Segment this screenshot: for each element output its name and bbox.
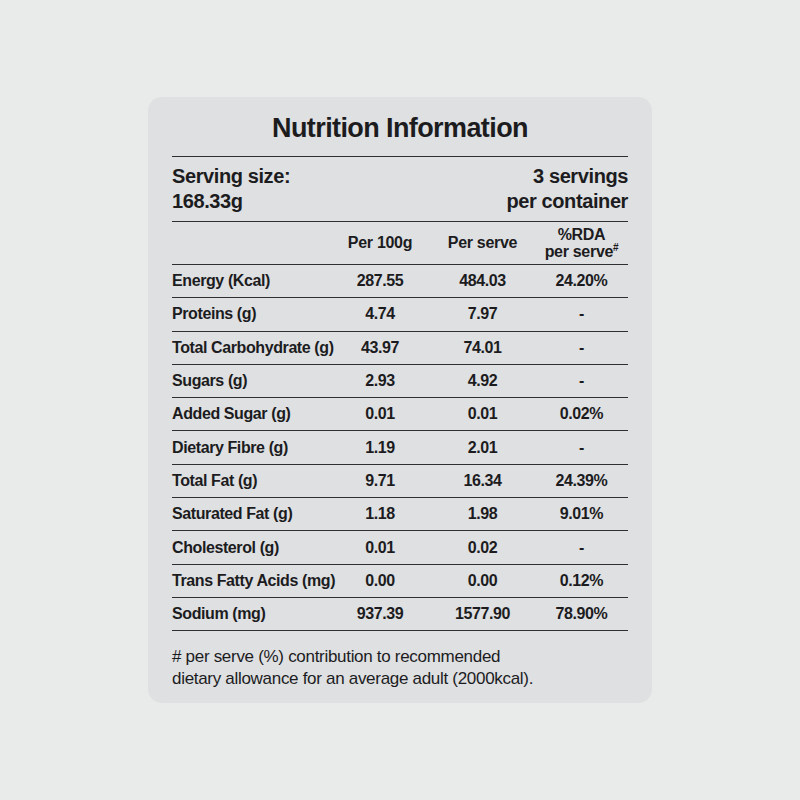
header-rda: %RDA per serve#: [535, 226, 628, 261]
per-100g-value: 0.01: [330, 539, 430, 557]
header-rda-line2: per serve#: [535, 243, 628, 261]
rda-per-serve-value: -: [535, 439, 628, 457]
page-title: Nutrition Information: [172, 97, 628, 156]
table-row: Total Carbohydrate (g) 43.97 74.01 -: [172, 332, 628, 365]
per-serve-value: 1.98: [430, 505, 535, 523]
table-row: Proteins (g) 4.74 7.97 -: [172, 298, 628, 331]
header-per-100g: Per 100g: [330, 234, 430, 251]
serving-size: Serving size: 168.33g: [172, 164, 290, 214]
rda-per-serve-value: -: [535, 372, 628, 390]
header-rda-line1: %RDA: [535, 226, 628, 243]
rda-per-serve-value: 0.12%: [535, 572, 628, 590]
serving-section: Serving size: 168.33g 3 servings per con…: [172, 156, 628, 222]
per-100g-value: 1.19: [330, 439, 430, 457]
per-100g-value: 937.39: [330, 605, 430, 623]
nutrient-label: Dietary Fibre (g): [172, 439, 330, 457]
nutrient-label: Trans Fatty Acids (mg): [172, 572, 330, 590]
table-row: Trans Fatty Acids (mg) 0.00 0.00 0.12%: [172, 565, 628, 598]
rda-per-serve-value: -: [535, 539, 628, 557]
per-100g-value: 43.97: [330, 339, 430, 357]
per-serve-value: 7.97: [430, 305, 535, 323]
nutrient-label: Sugars (g): [172, 372, 330, 390]
nutrient-label: Sodium (mg): [172, 605, 330, 623]
table-row: Cholesterol (g) 0.01 0.02 -: [172, 531, 628, 564]
nutrient-label: Total Carbohydrate (g): [172, 339, 330, 357]
per-100g-value: 2.93: [330, 372, 430, 390]
table-row: Total Fat (g) 9.71 16.34 24.39%: [172, 465, 628, 498]
per-serve-value: 484.03: [430, 272, 535, 290]
nutrition-label-card: Nutrition Information Serving size: 168.…: [148, 97, 652, 703]
per-100g-value: 287.55: [330, 272, 430, 290]
nutrient-label: Proteins (g): [172, 305, 330, 323]
per-serve-value: 4.92: [430, 372, 535, 390]
per-100g-value: 0.00: [330, 572, 430, 590]
table-row: Energy (Kcal) 287.55 484.03 24.20%: [172, 265, 628, 298]
nutrient-label: Cholesterol (g): [172, 539, 330, 557]
nutrient-label: Total Fat (g): [172, 472, 330, 490]
rda-per-serve-value: 9.01%: [535, 505, 628, 523]
table-row: Saturated Fat (g) 1.18 1.98 9.01%: [172, 498, 628, 531]
table-row: Added Sugar (g) 0.01 0.01 0.02%: [172, 398, 628, 431]
servings-count-unit: per container: [507, 189, 629, 214]
per-serve-value: 74.01: [430, 339, 535, 357]
rda-per-serve-value: -: [535, 339, 628, 357]
per-serve-value: 0.02: [430, 539, 535, 557]
nutrition-table: Per 100g Per serve %RDA per serve# Energ…: [172, 222, 628, 631]
rda-per-serve-value: 24.20%: [535, 272, 628, 290]
table-header-row: Per 100g Per serve %RDA per serve#: [172, 222, 628, 265]
per-100g-value: 0.01: [330, 405, 430, 423]
rda-per-serve-value: 78.90%: [535, 605, 628, 623]
footnote: # per serve (%) contribution to recommen…: [172, 631, 628, 690]
per-serve-value: 0.00: [430, 572, 535, 590]
per-serve-value: 0.01: [430, 405, 535, 423]
footnote-marker: #: [613, 242, 618, 253]
nutrient-label: Added Sugar (g): [172, 405, 330, 423]
serving-size-value: 168.33g: [172, 189, 290, 214]
per-100g-value: 9.71: [330, 472, 430, 490]
per-100g-value: 1.18: [330, 505, 430, 523]
footnote-line1: # per serve (%) contribution to recommen…: [172, 646, 628, 668]
table-body: Energy (Kcal) 287.55 484.03 24.20% Prote…: [172, 265, 628, 631]
rda-per-serve-value: 24.39%: [535, 472, 628, 490]
per-serve-value: 1577.90: [430, 605, 535, 623]
table-row: Sugars (g) 2.93 4.92 -: [172, 365, 628, 398]
per-100g-value: 4.74: [330, 305, 430, 323]
footnote-line2: dietary allowance for an average adult (…: [172, 668, 628, 690]
table-row: Dietary Fibre (g) 1.19 2.01 -: [172, 431, 628, 464]
table-row: Sodium (mg) 937.39 1577.90 78.90%: [172, 598, 628, 631]
per-serve-value: 16.34: [430, 472, 535, 490]
servings-count: 3 servings: [507, 164, 629, 189]
header-per-serve: Per serve: [430, 234, 535, 251]
rda-per-serve-value: 0.02%: [535, 405, 628, 423]
rda-per-serve-value: -: [535, 305, 628, 323]
nutrient-label: Saturated Fat (g): [172, 505, 330, 523]
servings-per-container: 3 servings per container: [507, 164, 629, 214]
serving-size-label: Serving size:: [172, 164, 290, 189]
per-serve-value: 2.01: [430, 439, 535, 457]
nutrient-label: Energy (Kcal): [172, 272, 330, 290]
